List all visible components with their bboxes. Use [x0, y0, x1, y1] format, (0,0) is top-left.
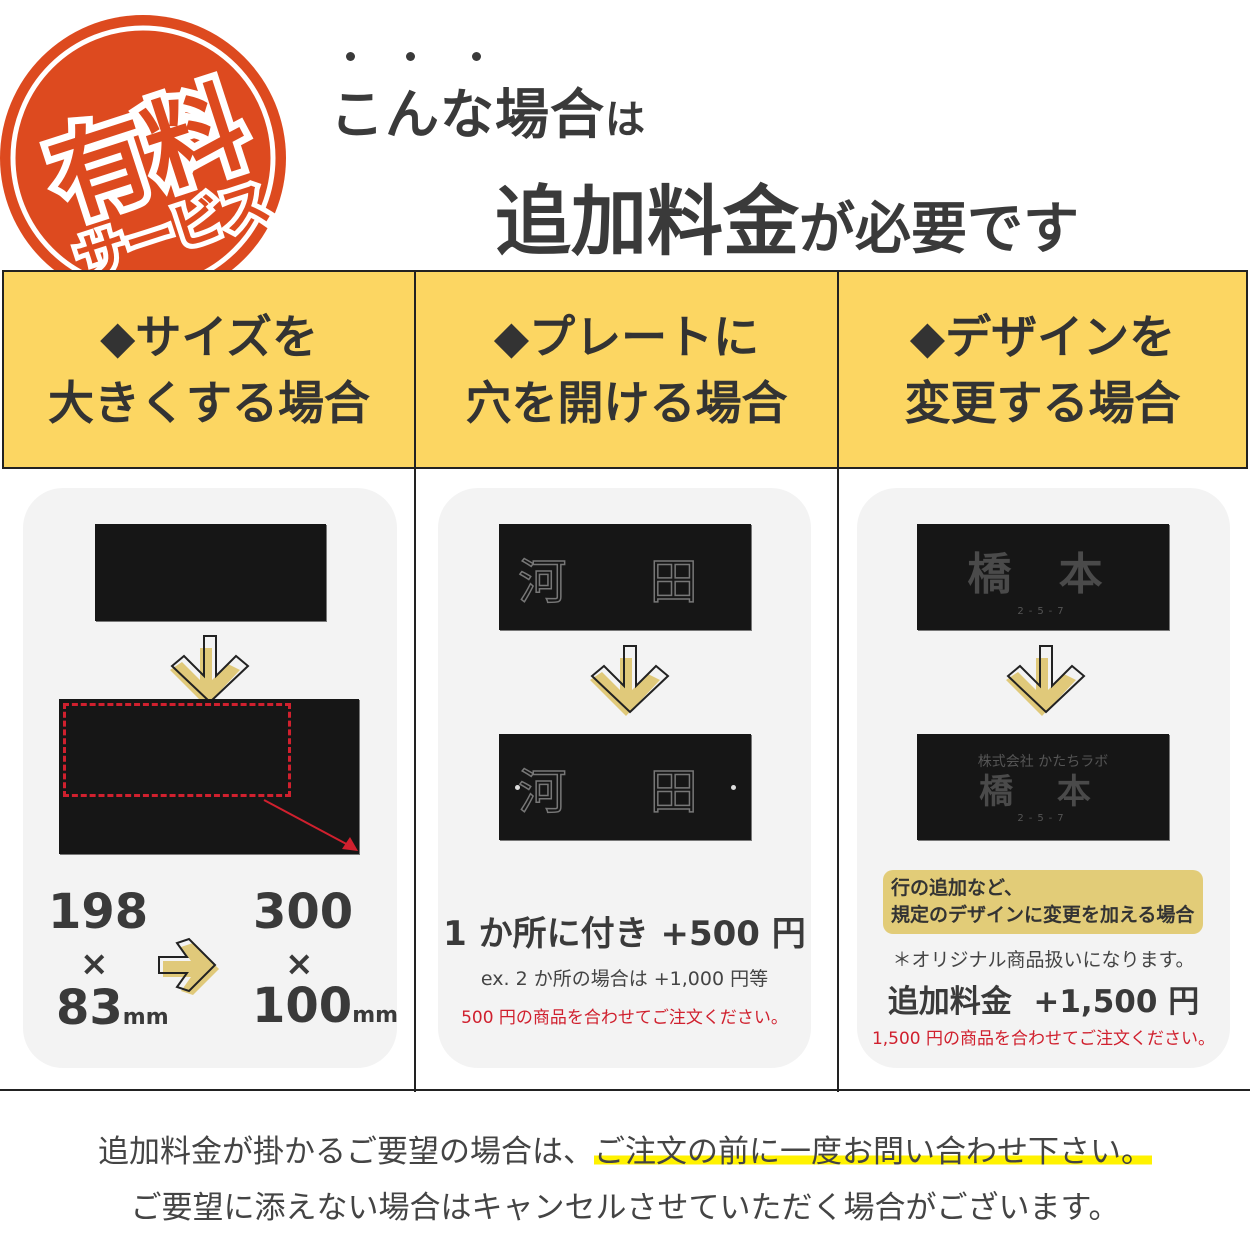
from-height-value: 83: [56, 980, 123, 1036]
price-label: 追加料金: [887, 984, 1012, 1020]
emphasis-dots: [340, 52, 490, 66]
hole-left: [515, 785, 520, 790]
condition-line: 行の追加など、: [891, 877, 1024, 899]
header-line: ◆デザインを: [909, 309, 1176, 364]
condition-line: 規定のデザインに変更を加える場合: [891, 904, 1195, 926]
heading-line2: 追加料金が必要です: [495, 160, 1079, 270]
plate-name: 河 田: [518, 763, 732, 821]
plate-number: 2-5-7: [1017, 605, 1069, 617]
plate-name: 橋 本: [979, 771, 1107, 812]
plate-after: 河 田: [499, 734, 751, 840]
large-plate: [59, 699, 359, 854]
design-condition-box: 行の追加など、規定のデザインに変更を加える場合: [883, 870, 1203, 934]
header-line: 大きくする場合: [48, 375, 370, 430]
hole-price: 1 か所に付き +500 円: [443, 914, 806, 954]
footer-highlight: ご注文の前に一度お問い合わせ下さい。: [594, 1134, 1152, 1170]
price-value: +1,500 円: [1033, 984, 1200, 1020]
column-header-holes: ◆プレートに 穴を開ける場合: [414, 272, 839, 469]
hole-price-example: ex. 2 か所の場合は +1,000 円等: [480, 968, 769, 990]
times-sign: ×: [285, 944, 314, 984]
header-line: 穴を開ける場合: [465, 375, 788, 430]
plate-standard: 橋 本 2-5-7: [917, 524, 1169, 630]
from-width: 198: [48, 884, 149, 940]
table-bottom-border: [0, 1089, 1250, 1091]
heading-line1-particle: は: [605, 97, 646, 143]
plate-custom: 株式会社 かたちラボ橋 本 2-5-7: [917, 734, 1169, 840]
design-order-note: 1,500 円の商品を合わせてご注文ください。: [871, 1029, 1216, 1049]
plate-name: 橋 本: [967, 548, 1119, 600]
column-header-design: ◆デザインを 変更する場合: [837, 272, 1248, 469]
from-height: 83mm: [56, 980, 169, 1036]
footer-text: 追加料金が掛かるご要望の場合は、: [98, 1134, 594, 1170]
heading-line1: こんな場合は: [330, 70, 646, 149]
column-header-size: ◆サイズを大きくする場合: [2, 272, 416, 469]
unit: mm: [122, 1005, 169, 1030]
to-height: 100mm: [252, 978, 398, 1034]
design-price: 追加料金 +1,500 円: [857, 976, 1230, 1021]
header-line: ◆プレートに: [493, 309, 760, 364]
footer-line1: 追加料金が掛かるご要望の場合は、ご注文の前に一度お問い合わせ下さい。: [0, 1126, 1250, 1171]
column-divider: [837, 469, 839, 1092]
pricing-table: ◆サイズを大きくする場合 ◆プレートに 穴を開ける場合 ◆デザインを 変更する場合: [2, 270, 1248, 1092]
expand-arrow-icon: [263, 799, 358, 851]
hole-right: [731, 785, 736, 790]
footer-line2: ご要望に添えない場合はキャンセルさせていただく場合がございます。: [130, 1190, 1120, 1226]
times-sign: ×: [80, 944, 109, 984]
original-product-note: ＊オリジナル商品扱いになります。: [892, 949, 1195, 971]
down-arrow-icon: [1005, 645, 1085, 717]
heading-line1-text: こんな場合: [330, 83, 605, 146]
paid-service-badge: 有料 サービス: [0, 10, 290, 301]
header-line: ◆サイズを: [100, 309, 318, 364]
plate-number: 2-5-7: [1017, 812, 1069, 824]
plate-name: 河 田: [518, 553, 732, 611]
right-arrow-icon: [158, 937, 219, 995]
hole-order-note: 500 円の商品を合わせてご注文ください。: [461, 1008, 788, 1028]
heading-line2-rest: が必要です: [799, 197, 1079, 262]
small-plate: [95, 524, 326, 621]
heading-line2-text: 追加料金: [495, 177, 799, 266]
unit: mm: [352, 1003, 399, 1028]
plate-before: 河 田: [499, 524, 751, 630]
down-arrow-icon: [589, 645, 669, 717]
plate-company: 株式会社 かたちラボ: [977, 753, 1109, 770]
to-width: 300: [253, 884, 354, 940]
original-size-outline: [63, 703, 291, 797]
column-divider: [414, 469, 416, 1092]
header-line: 変更する場合: [904, 375, 1181, 430]
to-height-value: 100: [252, 978, 353, 1034]
